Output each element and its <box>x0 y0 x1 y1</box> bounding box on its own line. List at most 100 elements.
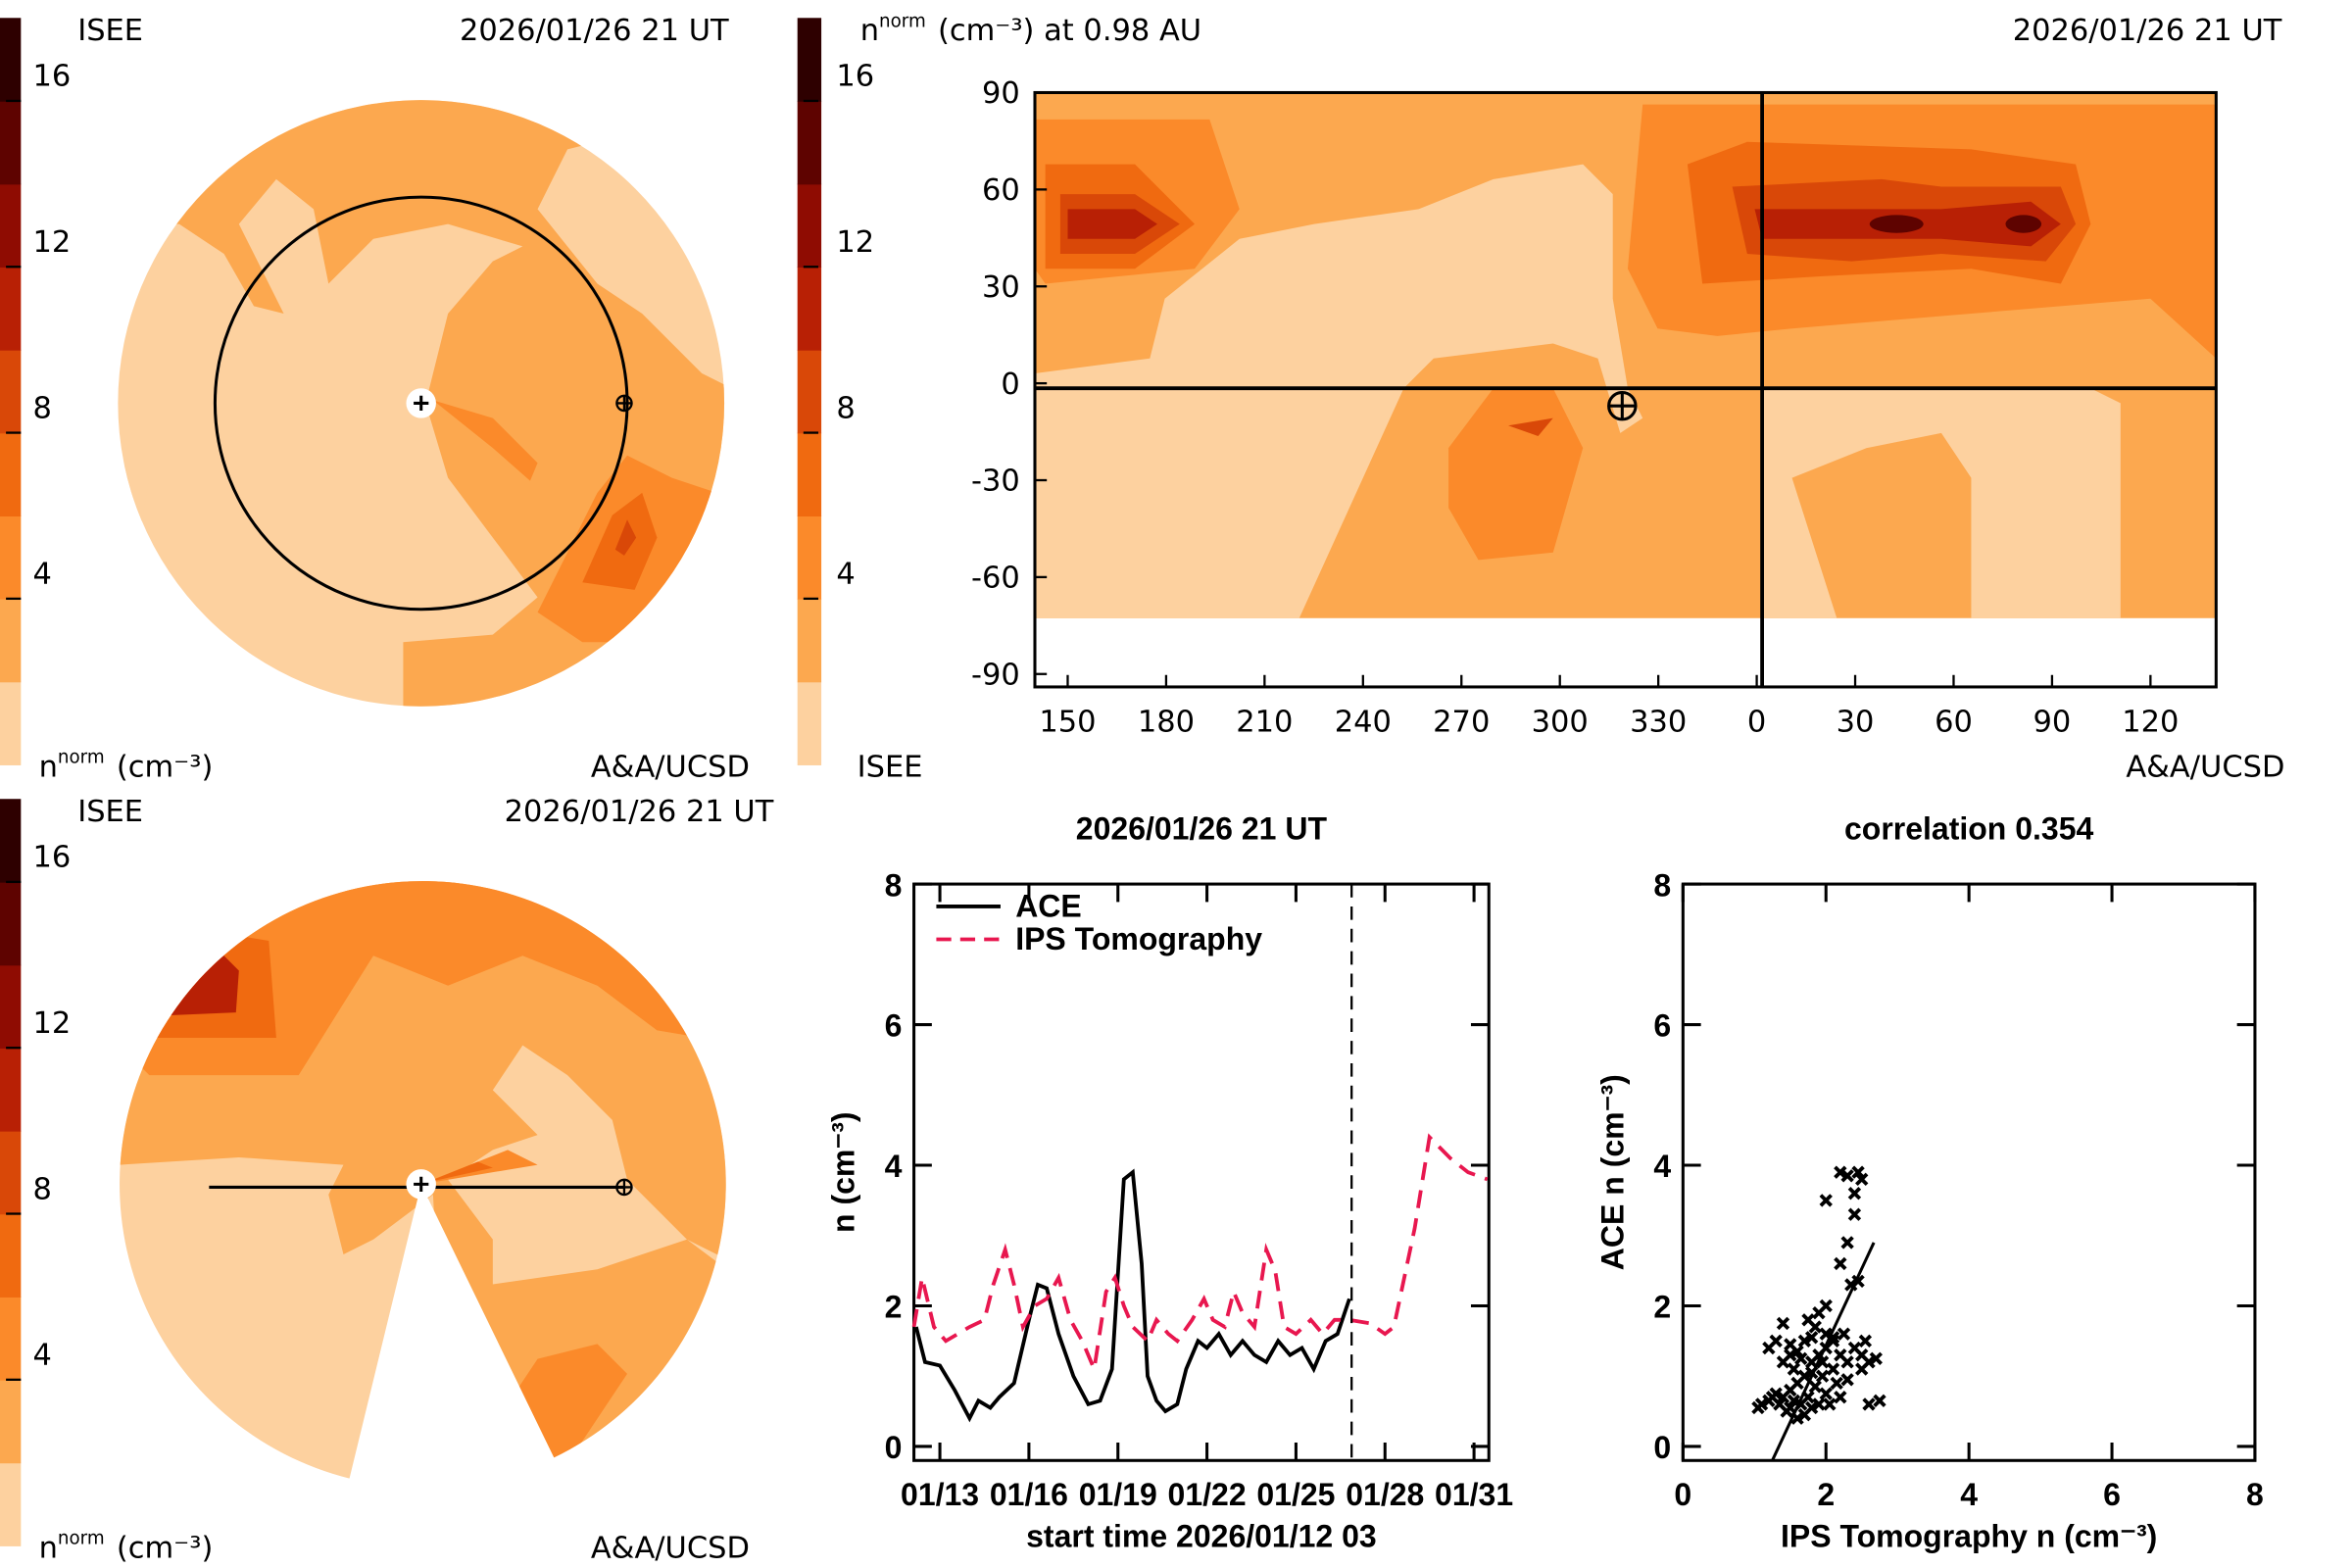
y-tick-label: 0 <box>1001 368 1019 402</box>
scatter-point <box>1840 1373 1854 1387</box>
series-line <box>913 1168 1351 1423</box>
colorbar-band <box>0 1379 22 1464</box>
legend-label: IPS Tomography <box>1015 921 1262 956</box>
colorbar-tick-label: 16 <box>33 841 72 875</box>
scatter-point <box>1862 1355 1876 1369</box>
label-sup: norm <box>58 748 105 768</box>
colorbar-band <box>0 799 22 883</box>
x-tick-label: 300 <box>1532 706 1589 740</box>
colorbar-tick-label: 8 <box>33 391 52 425</box>
scatter-point <box>1823 1397 1837 1411</box>
scatter-point <box>1762 1341 1776 1355</box>
colorbar-band <box>0 598 22 683</box>
colorbar-tick-label: 16 <box>836 60 874 94</box>
label: nnorm (cm⁻³) <box>39 1529 214 1566</box>
scatter-point <box>1797 1369 1812 1383</box>
x-tick-label: 90 <box>2034 706 2072 740</box>
x-tick-label: 30 <box>1837 706 1875 740</box>
y-axis-label: n (cm⁻³) <box>826 1111 861 1233</box>
x-axis-label: start time 2026/01/12 03 <box>1026 1519 1377 1554</box>
colorbar-band <box>0 681 22 765</box>
scatter-point <box>1815 1369 1830 1383</box>
y-tick-label: 6 <box>885 1008 903 1044</box>
plot-frame <box>912 882 1491 1462</box>
colorbar-band <box>797 598 822 683</box>
y-tick-label: 4 <box>1653 1149 1671 1184</box>
colorbar-tick-label: 12 <box>33 225 72 260</box>
colorbar-tick-label: 8 <box>836 391 855 425</box>
scatter-point <box>1808 1320 1822 1334</box>
y-tick-label: 8 <box>1653 867 1671 903</box>
colorbar-tick-label: 4 <box>33 558 52 592</box>
legend-label: ACE <box>1015 889 1082 924</box>
label-n: n <box>39 1531 58 1565</box>
scatter-point <box>1837 1327 1851 1341</box>
colorbar-band <box>0 1130 22 1215</box>
x-tick-label: 180 <box>1138 706 1195 740</box>
x-axis-label: IPS Tomography n (cm⁻³) <box>1781 1519 2157 1554</box>
y-tick-label: -60 <box>971 562 1020 596</box>
colorbar-tick-label: 12 <box>33 1006 72 1041</box>
scatter-point <box>1858 1334 1873 1348</box>
scatter-point <box>1776 1316 1790 1331</box>
x-tick-label: 330 <box>1630 706 1687 740</box>
scatter-point <box>1840 1355 1854 1369</box>
credit: A&A/UCSD <box>2126 750 2284 784</box>
label-unit: (cm⁻³) <box>117 1531 214 1565</box>
y-tick-label: 6 <box>1653 1008 1671 1044</box>
corner-label: ISEE <box>77 14 143 48</box>
x-tick-label: 6 <box>2103 1477 2121 1512</box>
scatter-point <box>1840 1236 1854 1250</box>
x-tick-label: 0 <box>1674 1477 1691 1512</box>
scatter-point <box>1819 1194 1833 1207</box>
colorbar-band <box>0 881 22 966</box>
colorbar-band <box>0 18 22 102</box>
x-tick-label: 01/25 <box>1256 1477 1335 1512</box>
y-tick-label: 2 <box>1653 1290 1671 1325</box>
chart-title: correlation 0.354 <box>1844 810 2094 846</box>
fit-line <box>1771 1242 1876 1461</box>
label-unit: (cm⁻³) at 0.98 AU <box>938 14 1201 48</box>
scatter-point <box>1794 1351 1808 1365</box>
plot-frame <box>1681 882 2257 1462</box>
colorbar-band <box>797 681 822 765</box>
colorbar-band <box>0 432 22 516</box>
scatter-point <box>1851 1165 1865 1179</box>
y-tick-label: 60 <box>982 173 1020 208</box>
colorbar-band <box>0 515 22 600</box>
y-tick-label: 0 <box>1653 1430 1671 1465</box>
chart-title: 2026/01/26 21 UT <box>1076 810 1328 846</box>
x-tick-label: 60 <box>1935 706 1973 740</box>
scatter-point <box>1787 1362 1801 1376</box>
colorbar-band <box>797 183 822 269</box>
colorbar-band <box>797 432 822 516</box>
scatter-point <box>1847 1207 1862 1221</box>
x-tick-label: 210 <box>1236 706 1293 740</box>
scatter-point <box>1769 1387 1783 1400</box>
x-tick-label: 240 <box>1335 706 1392 740</box>
colorbar-band <box>797 267 822 351</box>
colorbar-band <box>0 100 22 185</box>
label: nnorm (cm⁻³) at 0.98 AU <box>860 11 1201 48</box>
scatter-point <box>1808 1380 1822 1394</box>
y-tick-label: 90 <box>982 76 1020 111</box>
colorbar-band <box>797 100 822 185</box>
colorbar-band <box>0 1213 22 1298</box>
colorbar-band <box>0 1462 22 1546</box>
colorbar-band <box>0 1297 22 1381</box>
x-tick-label: 8 <box>2246 1477 2264 1512</box>
map-contour <box>1035 92 2217 618</box>
colorbar-band <box>797 18 822 102</box>
x-tick-label: 01/22 <box>1168 1477 1247 1512</box>
y-tick-label: -30 <box>971 465 1020 499</box>
scatter-point <box>1797 1334 1812 1348</box>
scatter-point <box>1812 1397 1826 1411</box>
scatter-point <box>1834 1256 1847 1271</box>
corner-label: ISEE <box>77 795 143 829</box>
colorbar-tick-label: 4 <box>33 1339 52 1373</box>
label-n: n <box>39 750 58 784</box>
colorbar-band <box>0 267 22 351</box>
time-label: 2026/01/26 21 UT <box>2013 14 2282 48</box>
x-tick-label: 01/13 <box>901 1477 979 1512</box>
